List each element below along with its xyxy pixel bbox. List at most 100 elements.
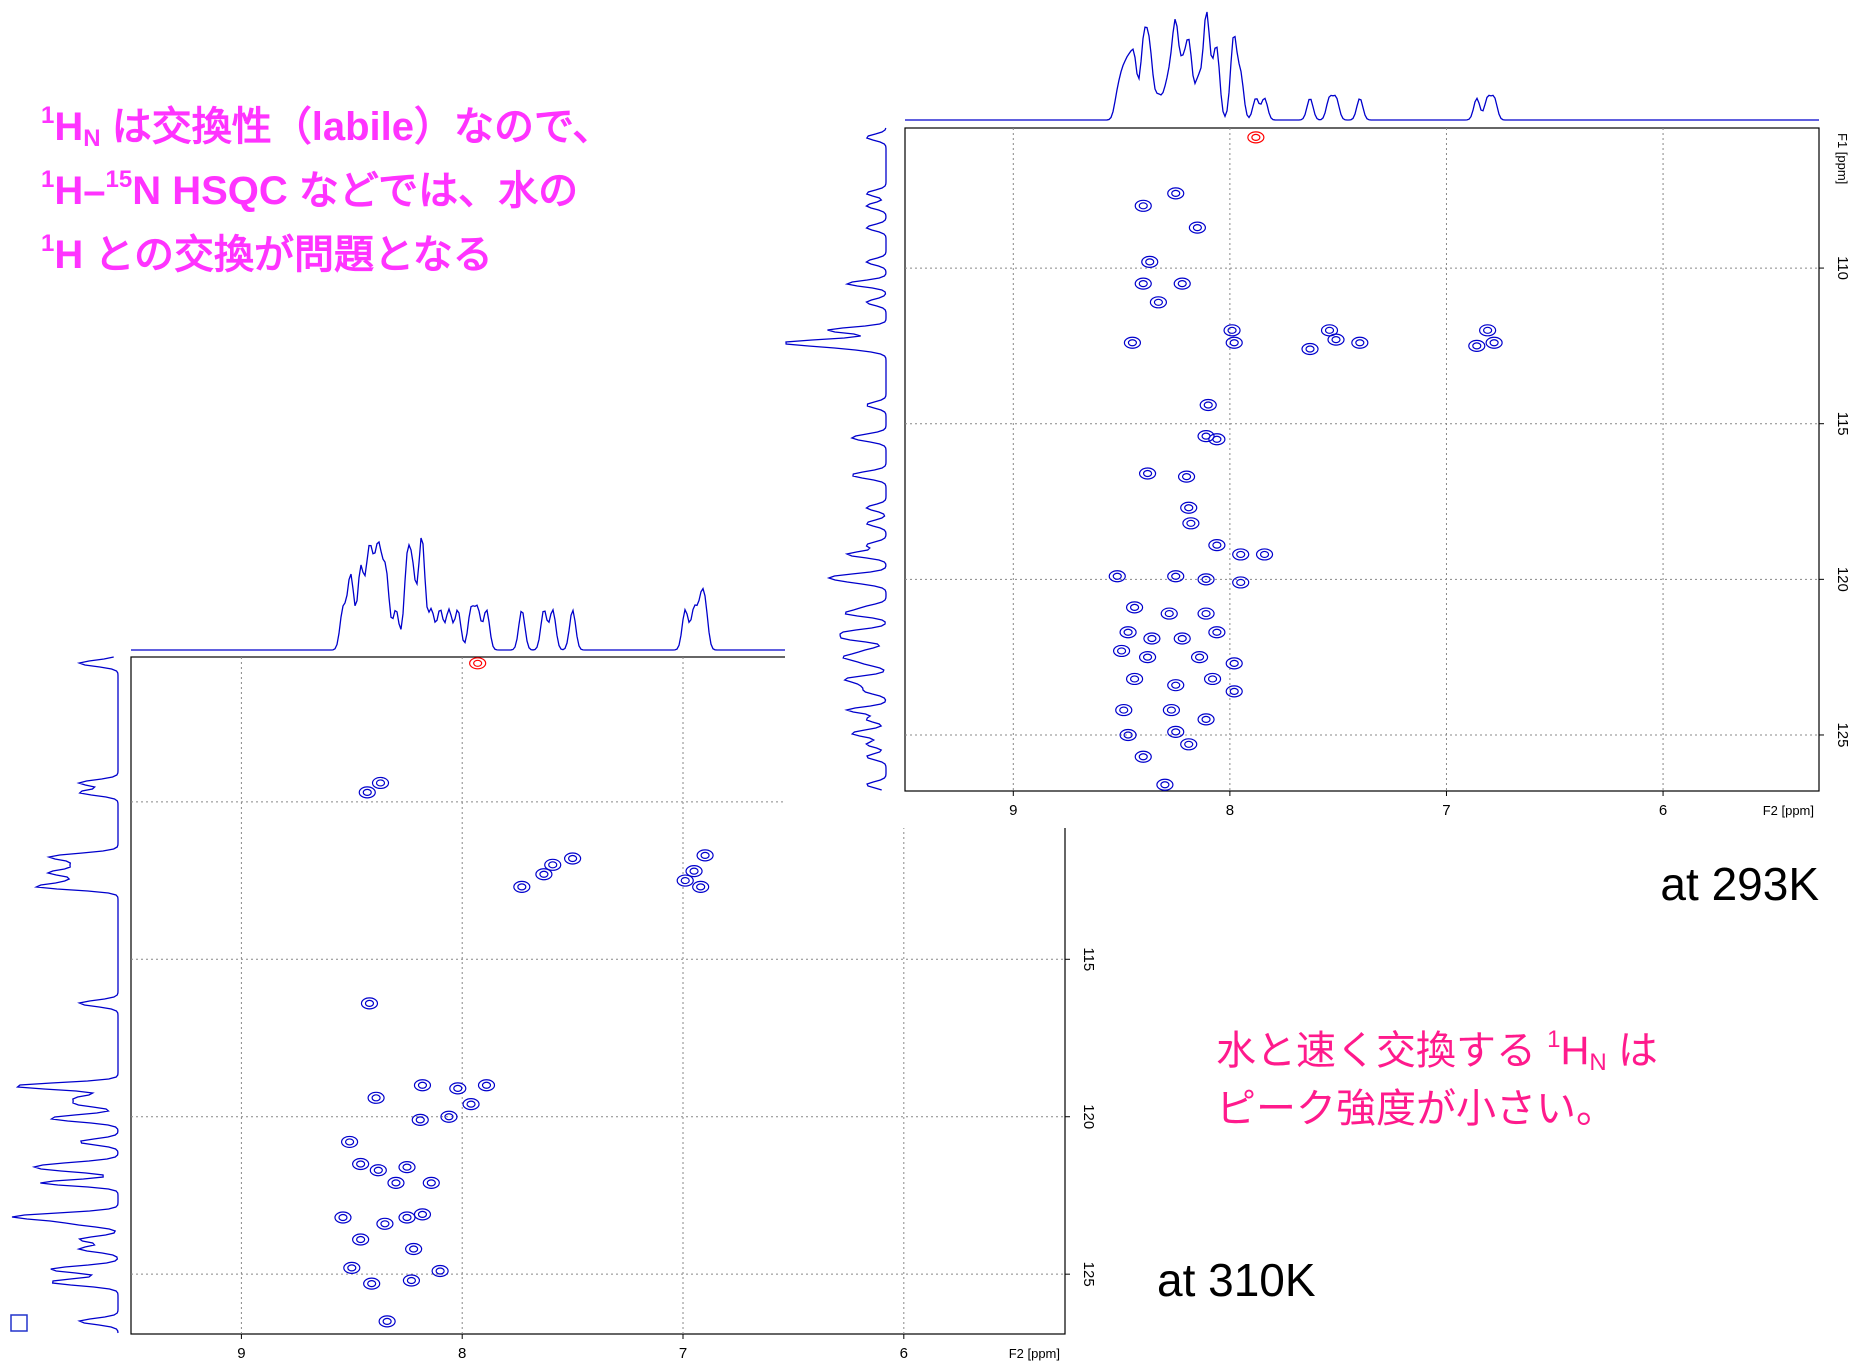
contour-ring <box>474 660 482 666</box>
peak-contour <box>353 1158 369 1169</box>
x-tick-label: 9 <box>237 1345 245 1362</box>
chart-subtitle: at 310K <box>1157 1254 1316 1306</box>
peak-contour <box>359 787 375 798</box>
contour-ring <box>690 868 698 874</box>
contour-ring <box>363 789 371 795</box>
annotation-text: 1 <box>41 102 54 129</box>
slide: 9876F2 [ppm]110115120125at 310K9876F2 [p… <box>0 0 1852 1367</box>
annotation-text: 15 <box>106 166 133 193</box>
peak-contour <box>399 1162 415 1173</box>
contour-ring <box>348 1265 356 1271</box>
peak-contour <box>693 881 709 892</box>
contour-ring <box>403 1214 411 1220</box>
y-tick-label: 120 <box>1834 567 1851 592</box>
x-tick-label: 9 <box>1009 802 1017 819</box>
contour-ring <box>388 1177 404 1188</box>
contour-ring <box>410 1246 418 1252</box>
contour-ring <box>357 1237 365 1243</box>
annotation-text: 水と速く交換する <box>1216 1029 1547 1073</box>
contour-ring <box>450 1083 466 1094</box>
peak-contour <box>379 1316 395 1327</box>
annotation-line: 1H との交換が問題となる <box>41 230 493 277</box>
peak-contour <box>414 1209 430 1220</box>
annotation-line: ピーク強度が小さい。 <box>1216 1087 1616 1131</box>
contour-ring <box>346 1139 354 1145</box>
contour-ring <box>365 1000 373 1006</box>
contour-ring <box>565 853 581 864</box>
contour-ring <box>383 1318 391 1324</box>
peak-contour <box>364 1278 380 1289</box>
peak-contour <box>478 1080 494 1091</box>
contour-ring <box>470 658 486 669</box>
y-tick-label: 125 <box>1834 722 1851 747</box>
y-tick-label: 120 <box>1080 1104 1097 1129</box>
x-tick-label: 8 <box>458 1345 466 1362</box>
contour-ring <box>681 878 689 884</box>
annotation-text: ピーク強度が小さい。 <box>1216 1087 1616 1131</box>
contour-ring <box>436 1268 444 1274</box>
contour-ring <box>364 1278 380 1289</box>
contour-ring <box>399 1212 415 1223</box>
x-tick-label: 8 <box>1226 802 1234 819</box>
contour-ring <box>357 1161 365 1167</box>
peak-contour <box>412 1114 428 1125</box>
contour-ring <box>569 856 577 862</box>
contour-ring <box>414 1209 430 1220</box>
annotation-text: H <box>1560 1029 1589 1073</box>
contour-ring <box>549 862 557 868</box>
contour-ring <box>379 1316 395 1327</box>
contour-ring <box>482 1082 490 1088</box>
x-axis-label: F2 [ppm] <box>1763 803 1814 818</box>
peak-contour <box>344 1262 360 1273</box>
annotation-line: 水と速く交換する 1HN は <box>1216 1026 1658 1076</box>
panel-background <box>785 0 1852 828</box>
contour-ring <box>335 1212 351 1223</box>
peak-contour <box>377 1218 393 1229</box>
contour-ring <box>467 1101 475 1107</box>
contour-ring <box>353 1234 369 1245</box>
contour-ring <box>361 998 377 1009</box>
annotation-text: 1 <box>41 230 54 257</box>
contour-ring <box>407 1277 415 1283</box>
y-tick-label: 115 <box>1834 412 1851 436</box>
contour-ring <box>412 1114 428 1125</box>
peak-contour <box>441 1111 457 1122</box>
peak-contour <box>353 1234 369 1245</box>
y-tick-label: 125 <box>1080 1262 1097 1287</box>
peak-contour <box>342 1136 358 1147</box>
contour-ring <box>344 1262 360 1273</box>
contour-ring <box>463 1099 479 1110</box>
peak-contour <box>335 1212 351 1223</box>
contour-ring <box>414 1080 430 1091</box>
annotation-text: 1 <box>1547 1026 1560 1053</box>
corner-square <box>11 1315 27 1331</box>
contour-ring <box>353 1158 369 1169</box>
annotation-text: N <box>83 125 100 152</box>
contour-ring <box>368 1281 376 1287</box>
peak-contour <box>450 1083 466 1094</box>
contour-ring <box>339 1214 347 1220</box>
peak-contour <box>677 875 693 886</box>
annotation-text: H との交換が問題となる <box>54 233 492 277</box>
contour-ring <box>427 1180 435 1186</box>
peak-contour <box>565 853 581 864</box>
contour-ring <box>697 850 713 861</box>
peak-contour <box>514 881 530 892</box>
peak-contour <box>406 1243 422 1254</box>
contour-ring <box>416 1117 424 1123</box>
x-tick-label: 7 <box>1442 802 1450 819</box>
chart-subtitle: at 293K <box>1660 858 1819 910</box>
annotation-text: 1 <box>41 166 54 193</box>
y-axis-label: F1 [ppm] <box>1835 133 1850 184</box>
contour-ring <box>403 1275 419 1286</box>
y-tick-label: 110 <box>1834 256 1851 280</box>
contour-ring <box>359 787 375 798</box>
contour-ring <box>392 1180 400 1186</box>
peak-contour <box>399 1212 415 1223</box>
contour-ring <box>372 1095 380 1101</box>
contour-ring <box>374 1167 382 1173</box>
contour-ring <box>454 1085 462 1091</box>
peak-contour <box>463 1099 479 1110</box>
contour-ring <box>423 1177 439 1188</box>
contour-ring <box>399 1162 415 1173</box>
